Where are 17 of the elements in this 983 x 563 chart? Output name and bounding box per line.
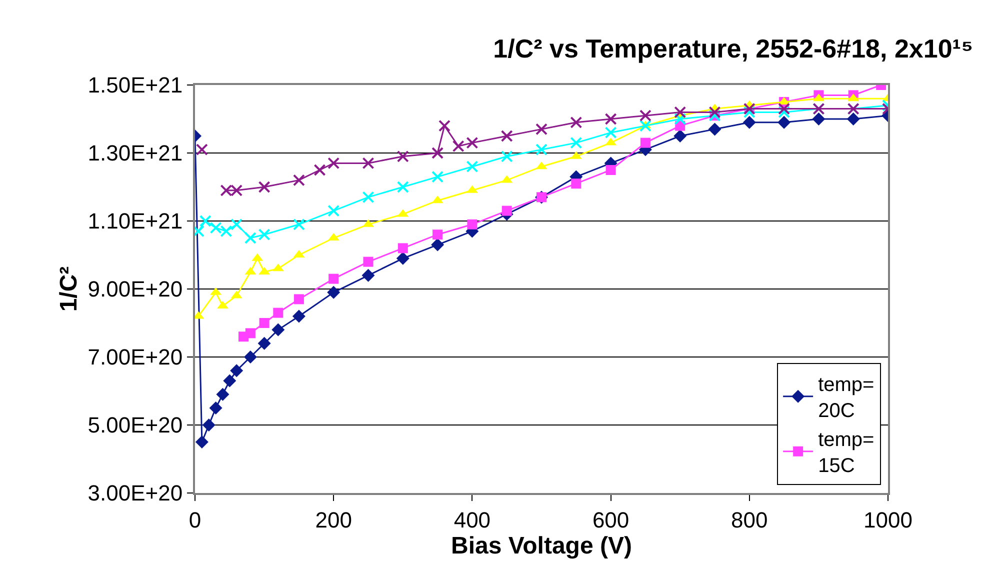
x-axis-title: Bias Voltage (V) <box>451 532 632 560</box>
y-tick-label: 5.00E+20 <box>88 412 183 438</box>
y-axis-title: 1/C² <box>55 266 82 312</box>
x-tick-label: 400 <box>454 507 491 532</box>
y-tick-label: 3.00E+20 <box>88 480 183 506</box>
x-tick-label: 200 <box>315 507 352 532</box>
x-tick-label: 0 <box>188 507 202 532</box>
x-tick-label: 600 <box>592 507 630 532</box>
y-tick-label: 7.00E+20 <box>88 344 183 370</box>
legend-label: temp= 15C <box>818 429 874 478</box>
y-tick-label: 1.30E+21 <box>88 140 183 166</box>
y-tick-label: 1.50E+21 <box>88 72 183 98</box>
x-tick-label: 800 <box>731 507 768 532</box>
x-tick-label: 1000 <box>864 507 912 532</box>
chart-title: 1/C² vs Temperature, 2552-6#18, 2x10¹⁵ <box>493 34 974 64</box>
y-tick-label: 1.10E+21 <box>88 208 183 234</box>
y-tick-label: 9.00E+20 <box>88 276 183 302</box>
